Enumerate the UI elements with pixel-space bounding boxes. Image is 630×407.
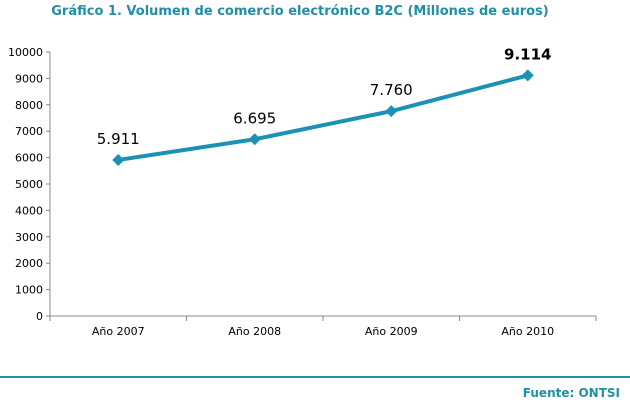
y-tick-label: 6000 <box>15 152 43 165</box>
data-label: 9.114 <box>504 45 551 63</box>
chart-title: Gráfico 1. Volumen de comercio electróni… <box>51 4 549 19</box>
data-label: 5.911 <box>97 130 140 148</box>
bottom-rule <box>0 376 630 378</box>
x-tick-label: Año 2007 <box>92 325 145 338</box>
y-tick-label: 7000 <box>15 125 43 138</box>
y-tick-label: 3000 <box>15 231 43 244</box>
y-tick-label: 8000 <box>15 99 43 112</box>
x-tick-label: Año 2010 <box>501 325 554 338</box>
series-layer <box>112 69 534 166</box>
y-tick-label: 5000 <box>15 178 43 191</box>
series-line <box>117 73 529 162</box>
axes: 0 1000 2000 3000 4000 5000 6000 7000 8000 9000 100… <box>8 46 597 338</box>
y-tick-label: 9000 <box>15 72 43 85</box>
y-tick-label: 10000 <box>8 46 43 59</box>
data-point <box>112 153 125 166</box>
y-tick-label: 4000 <box>15 204 43 217</box>
data-label: 6.695 <box>233 109 276 127</box>
x-tick-label: Año 2008 <box>228 325 281 338</box>
data-label: 7.760 <box>370 81 413 99</box>
y-tick-label: 1000 <box>15 284 43 297</box>
x-tick-label: Año 2009 <box>365 325 418 338</box>
y-tick-label: 0 <box>36 310 43 323</box>
source-note: Fuente: ONTSI <box>522 386 620 400</box>
y-tick-label: 2000 <box>15 257 43 270</box>
data-point <box>248 133 261 146</box>
data-point <box>385 105 398 118</box>
data-point <box>521 69 534 82</box>
data-labels: 5.911 6.695 7.760 9.114 <box>97 45 552 148</box>
